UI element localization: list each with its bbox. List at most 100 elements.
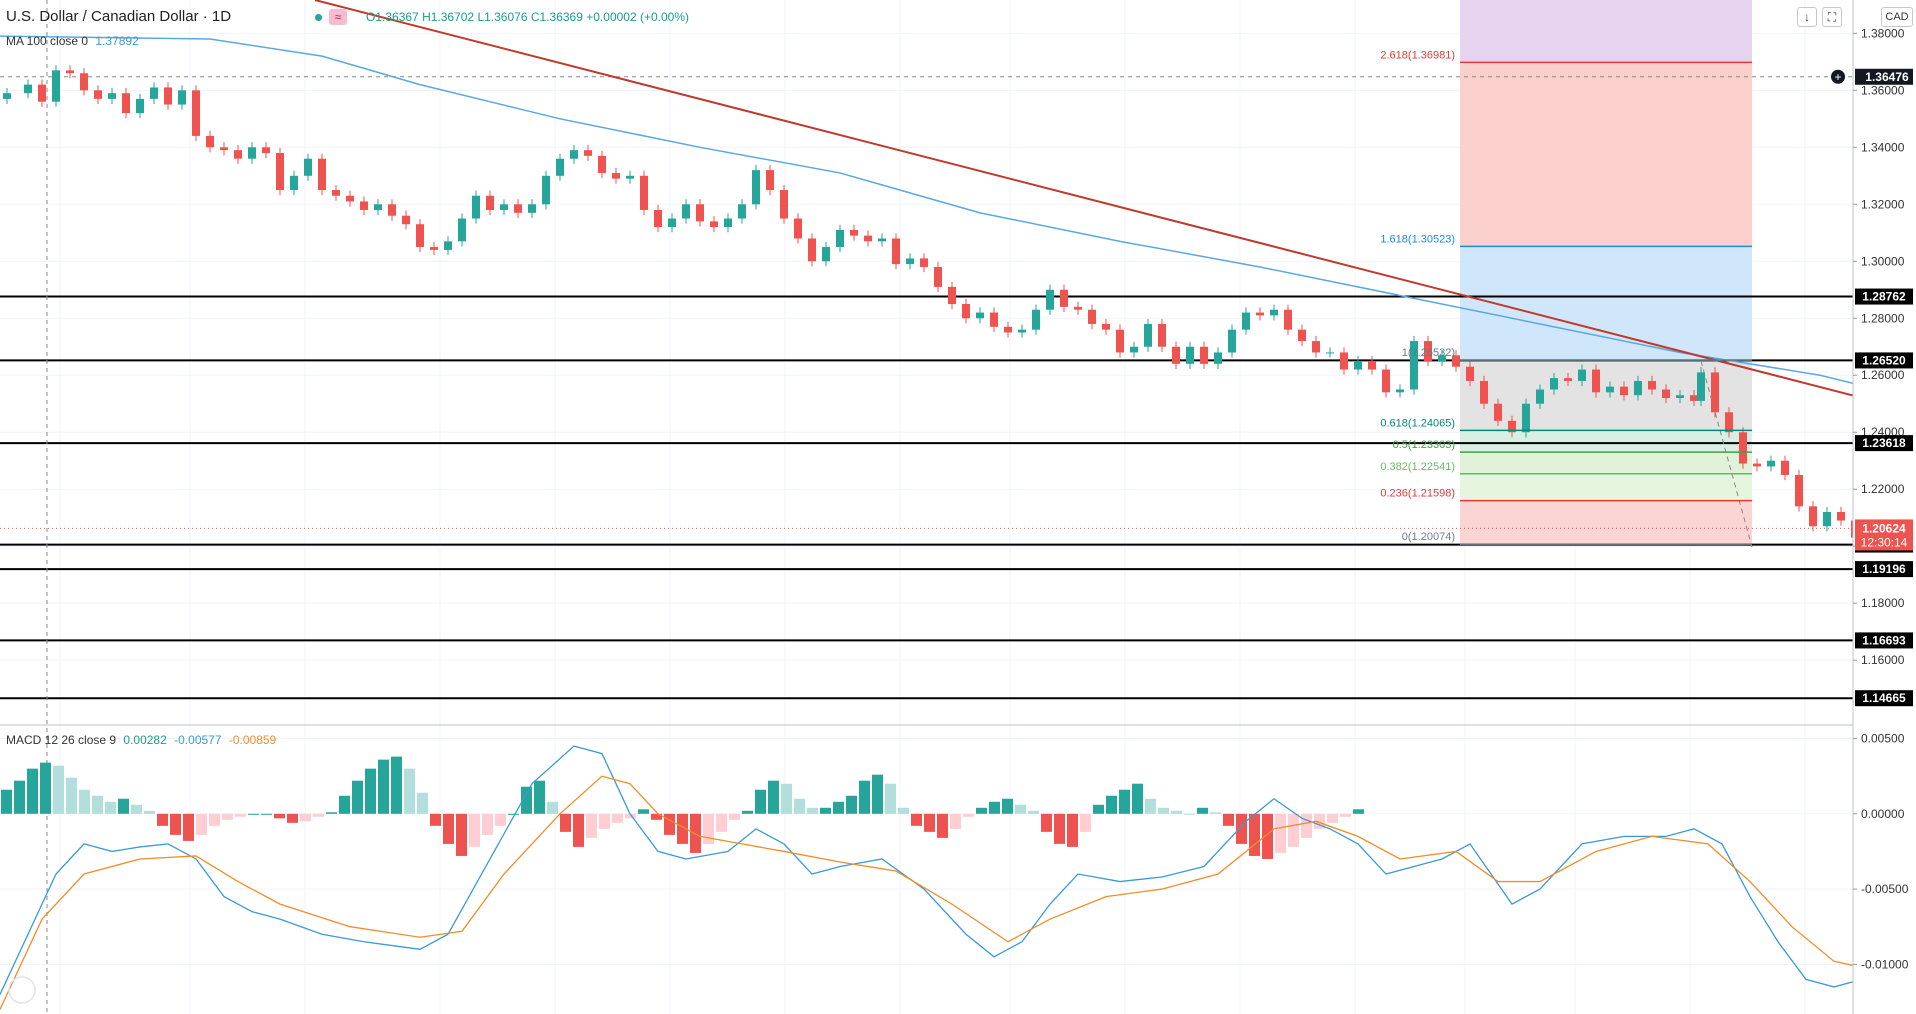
macd-histogram-bar <box>1002 798 1013 814</box>
candle-body <box>1326 352 1334 354</box>
candle-body <box>122 93 130 114</box>
level-badge[interactable] <box>1855 288 1913 305</box>
candle-body <box>66 70 74 74</box>
candle-body <box>654 209 662 228</box>
level-badge[interactable] <box>1855 435 1913 452</box>
macd-histogram-bar <box>105 801 116 814</box>
candle-body <box>1172 346 1180 364</box>
candle-body <box>248 147 256 159</box>
candle-body <box>430 247 438 250</box>
candle-body <box>108 93 116 99</box>
fib-zone <box>1460 360 1752 431</box>
macd-histogram-bar <box>79 789 90 814</box>
candle-body <box>1270 309 1278 316</box>
symbol-name: U.S. Dollar / Canadian Dollar · 1D <box>6 8 232 25</box>
ma-legend[interactable]: MA 100 close 0 1.37892 <box>6 34 139 48</box>
price-tick-label: 1.16000 <box>1861 653 1905 667</box>
candle-body <box>1228 329 1236 353</box>
candle-body <box>668 218 676 228</box>
candle-body <box>1200 346 1208 364</box>
macd-tick-label: 0.00000 <box>1861 807 1905 821</box>
status-indicators[interactable]: ≈ <box>311 9 349 25</box>
macd-histogram-bar <box>729 813 740 820</box>
macd-histogram-bar <box>716 813 727 832</box>
macd-histogram-bar <box>40 762 51 814</box>
macd-histogram-bar <box>911 813 922 826</box>
candle-body <box>1648 380 1656 390</box>
crosshair-badge-label: 1.36476 <box>1865 70 1909 84</box>
price-tick-label: 1.38000 <box>1861 26 1905 40</box>
candle-body <box>192 90 200 136</box>
macd-signal-line[interactable] <box>0 775 1884 1010</box>
fib-level-label: 0.382(1.22541) <box>1380 461 1455 473</box>
trendline[interactable] <box>314 0 1899 409</box>
macd-histogram-bar <box>1 789 12 814</box>
price-axis[interactable] <box>1853 0 1916 1014</box>
macd-legend[interactable]: MACD 12 26 close 9 0.00282 -0.00577 -0.0… <box>6 733 276 747</box>
macd-histogram-bar <box>391 756 402 814</box>
fullscreen-button[interactable]: ⛶ <box>1822 7 1842 27</box>
macd-histogram-bar <box>118 798 129 814</box>
level-badge[interactable] <box>1855 561 1913 578</box>
macd-histogram-bar <box>404 768 415 814</box>
price-tick-label: 1.36000 <box>1861 83 1905 97</box>
add-alert-icon-glyph: + <box>1834 70 1841 84</box>
level-badge[interactable] <box>1855 690 1913 707</box>
currency-button[interactable]: CAD <box>1881 7 1913 27</box>
macd-histogram-bar <box>508 813 519 815</box>
candle-body <box>290 175 298 191</box>
add-alert-icon[interactable] <box>1831 69 1845 84</box>
macd-histogram-bar <box>677 813 688 844</box>
macd-histogram-bar <box>703 813 714 844</box>
macd-histogram-bar <box>170 813 181 835</box>
macd-histogram-bar <box>495 813 506 826</box>
ohlc-close: C1.36369 <box>530 10 583 24</box>
candle-body <box>1438 355 1446 361</box>
level-badge-label: 1.28762 <box>1862 290 1906 304</box>
candle-body <box>542 175 550 205</box>
fib-zone <box>1460 500 1752 545</box>
candle-body <box>1466 366 1474 381</box>
fib-level-label: 0(1.20074) <box>1402 531 1455 543</box>
arrow-down-icon: ↓ <box>1804 10 1810 24</box>
ma-legend-label: MA 100 close 0 <box>6 34 89 48</box>
candle-body <box>1837 512 1845 521</box>
candle-body <box>1508 420 1516 433</box>
macd-histogram-bar <box>1210 812 1221 814</box>
candle-body <box>500 204 508 210</box>
expand-icon: ⛶ <box>1827 10 1837 24</box>
moving-average-line[interactable] <box>0 35 1891 394</box>
candle-body <box>514 204 522 213</box>
macd-line[interactable] <box>0 745 1884 995</box>
price-tick-label: 1.28000 <box>1861 311 1905 325</box>
macd-histogram-bar <box>1054 813 1065 844</box>
macd-histogram-bar <box>872 774 883 814</box>
macd-histogram-bar <box>586 813 597 838</box>
candle-body <box>1130 346 1138 353</box>
macd-histogram-bar <box>521 786 532 814</box>
macd-histogram-bar <box>1158 807 1169 814</box>
macd-histogram-bar <box>131 804 142 814</box>
candle-body <box>1074 306 1082 310</box>
candle-body <box>1004 326 1012 333</box>
candle-body <box>416 224 424 248</box>
level-badge[interactable] <box>1855 632 1913 649</box>
candle-body <box>262 147 270 154</box>
chart-logo-icon <box>8 976 36 1004</box>
level-badge[interactable] <box>1855 352 1913 369</box>
candle-body <box>52 70 60 102</box>
candle-body <box>1242 312 1250 330</box>
candle-body <box>528 204 536 213</box>
scroll-to-latest-button[interactable]: ↓ <box>1797 7 1817 27</box>
data-delay-icon[interactable]: ≈ <box>329 9 347 25</box>
candle-body <box>1522 403 1530 433</box>
fib-zone <box>1460 473 1752 501</box>
candle-body <box>1676 395 1684 399</box>
last-price-label: 1.20624 <box>1862 521 1906 535</box>
candle-body <box>780 190 788 219</box>
macd-histogram-bar <box>833 801 844 814</box>
candle-body <box>1102 323 1110 330</box>
macd-histogram-bar <box>560 813 571 832</box>
candle-body <box>1823 512 1831 527</box>
